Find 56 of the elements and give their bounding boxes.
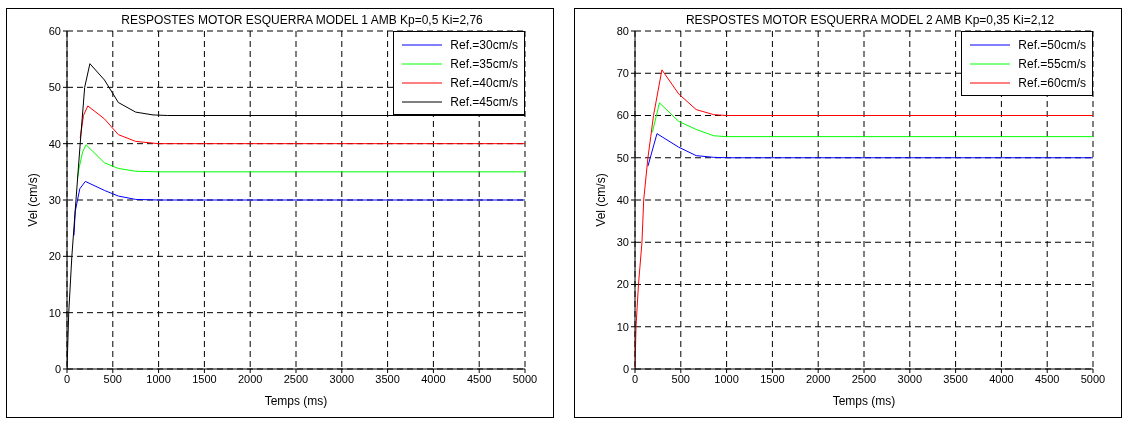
x-tick-label: 500 [103,372,122,385]
y-axis-title: Vel (cm/s) [26,173,41,227]
x-tick-label: 1500 [192,372,217,385]
legend-label: Ref.=50cm/s [1018,37,1086,52]
line-series [77,144,525,178]
y-axis-title: Vel (cm/s) [594,173,609,227]
y-tick-label: 20 [48,250,61,263]
legend-label: Ref.=45cm/s [450,94,518,109]
x-tick-label: 500 [671,372,690,385]
y-tick-label: 10 [48,306,61,319]
y-tick-label: 40 [616,193,629,206]
x-tick-label: 2500 [851,372,877,385]
line-series [73,180,525,236]
y-tick-label: 20 [616,278,629,291]
legend-label: Ref.=60cm/s [1018,75,1086,90]
y-tick-label: 40 [48,137,61,150]
x-tick-label: 2000 [805,372,831,385]
legend-label: Ref.=40cm/s [450,75,518,90]
x-tick-label: 3000 [897,372,923,385]
y-tick-label: 70 [616,67,629,80]
x-tick-label: 1000 [146,372,171,385]
x-tick-label: 0 [63,372,71,385]
y-tick-label: 80 [616,24,629,37]
x-tick-label: 0 [631,372,639,385]
y-tick-label: 10 [616,320,629,333]
legend-label: Ref.=55cm/s [1018,56,1086,71]
x-axis-title: Temps (ms) [264,394,328,408]
x-axis-title: Temps (ms) [832,394,896,408]
x-tick-label: 4500 [466,372,492,385]
line-series [651,102,1093,138]
y-tick-label: 30 [616,236,629,249]
y-tick-label: 50 [616,151,629,164]
y-tick-label: 0 [54,362,61,375]
legend-label: Ref.=30cm/s [450,37,518,52]
x-tick-label: 1000 [714,372,739,385]
x-tick-label: 5000 [1080,372,1106,385]
y-tick-label: 60 [616,109,629,122]
x-tick-label: 3500 [375,372,400,385]
chart-title: RESPOSTES MOTOR ESQUERRA MODEL 1 AMB Kp=0,5 Ki=2,76 [120,13,484,27]
x-tick-label: 3000 [329,372,355,385]
x-tick-label: 2000 [237,372,263,385]
line-series [647,133,1093,167]
chart-title: RESPOSTES MOTOR ESQUERRA MODEL 2 AMB Kp=0,35 Ki=2,12 [684,13,1056,27]
legend-label: Ref.=35cm/s [450,56,518,71]
y-tick-label: 0 [622,362,629,375]
line-series [79,105,525,145]
x-tick-label: 5000 [512,372,538,385]
x-tick-label: 2500 [283,372,309,385]
x-tick-label: 4000 [421,372,446,385]
x-tick-label: 1500 [760,372,785,385]
y-tick-label: 30 [48,193,61,206]
y-tick-label: 50 [48,81,61,94]
y-tick-label: 60 [48,24,61,37]
x-tick-label: 3500 [943,372,968,385]
x-tick-label: 4500 [1034,372,1060,385]
x-tick-label: 4000 [989,372,1014,385]
